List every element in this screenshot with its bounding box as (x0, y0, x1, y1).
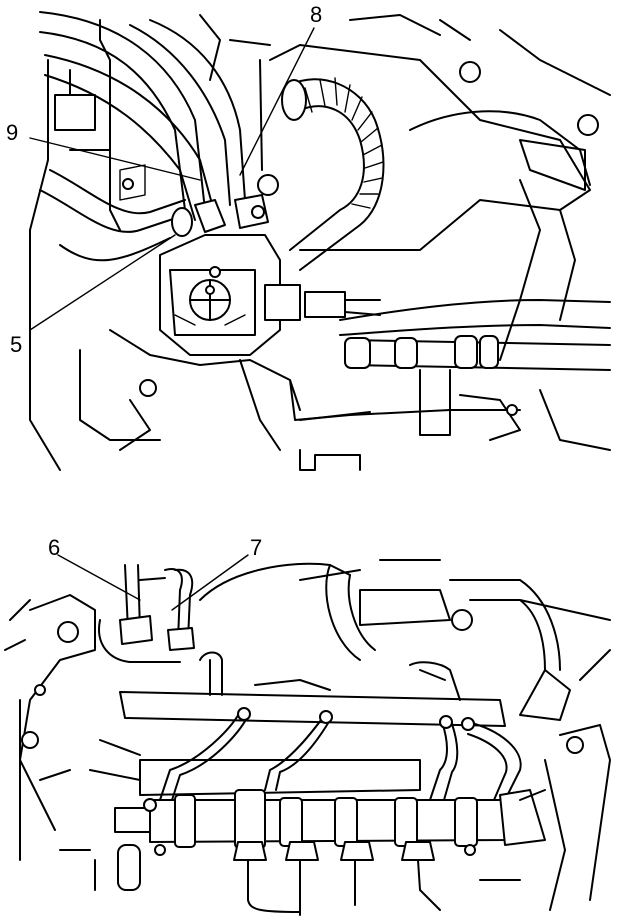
injector-nuts (233, 841, 435, 861)
top-view: 8 9 5 (6, 2, 611, 471)
callout-label-6: 6 (48, 535, 60, 560)
callout-label-7: 7 (250, 535, 262, 560)
callout-label-5: 5 (10, 332, 22, 357)
bottom-view: 6 7 (4, 535, 611, 916)
leader-line-9 (29, 137, 201, 181)
callout-label-8: 8 (310, 2, 322, 27)
callout-label-9: 9 (6, 120, 18, 145)
leader-line-7 (171, 554, 249, 611)
leader-line-5 (29, 234, 176, 331)
pipe-fittings (344, 335, 499, 369)
leader-line-6 (57, 554, 141, 601)
leader-line-8 (239, 27, 315, 176)
corrugation-rings (304, 77, 384, 209)
